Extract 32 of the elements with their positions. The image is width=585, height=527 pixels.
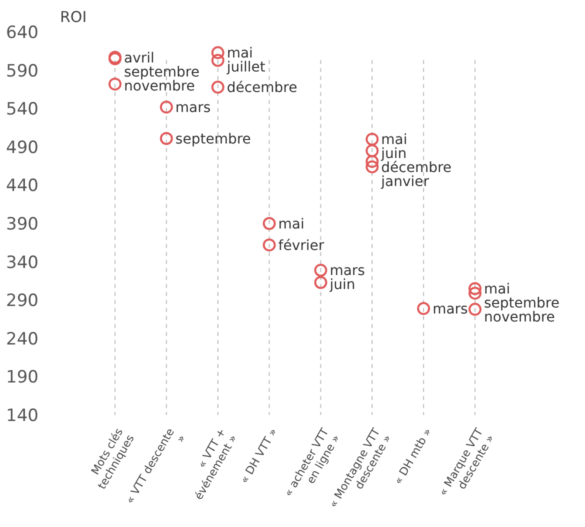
y-tick-label: 140 bbox=[6, 406, 38, 426]
y-axis-title: ROI bbox=[60, 8, 87, 26]
annotation: mars bbox=[432, 302, 468, 318]
annotation: juin bbox=[380, 146, 407, 162]
y-tick-label: 540 bbox=[6, 100, 38, 120]
y-tick-label: 590 bbox=[6, 61, 38, 82]
annotation: mars bbox=[175, 100, 211, 116]
y-tick-label: 290 bbox=[6, 291, 38, 312]
y-tick-label: 240 bbox=[6, 329, 38, 350]
annotation: mars bbox=[330, 263, 365, 280]
y-tick-label: 390 bbox=[6, 214, 38, 234]
annotation: septembre bbox=[124, 64, 200, 80]
y-tick-label: 190 bbox=[6, 368, 38, 388]
annotation: septembre bbox=[484, 296, 560, 312]
annotation: décembre bbox=[381, 160, 452, 176]
y-tick-label: 490 bbox=[6, 138, 38, 158]
annotation: mai bbox=[226, 46, 253, 62]
y-tick-label: 440 bbox=[6, 176, 38, 196]
annotation: février bbox=[278, 238, 324, 254]
annotation: novembre bbox=[484, 310, 555, 326]
annotation: janvier bbox=[380, 174, 430, 190]
annotation: décembre bbox=[226, 80, 298, 96]
annotation: mai bbox=[278, 216, 304, 232]
y-tick-label: 340 bbox=[6, 252, 38, 273]
annotation: mai bbox=[381, 132, 408, 148]
annotation: avril bbox=[124, 50, 154, 66]
annotation: mai bbox=[484, 282, 510, 298]
annotation: septembre bbox=[175, 131, 251, 148]
annotation: juin bbox=[328, 277, 356, 294]
annotation: juillet bbox=[226, 60, 266, 76]
annotation: novembre bbox=[124, 78, 195, 94]
y-tick-label: 640 bbox=[6, 22, 38, 43]
